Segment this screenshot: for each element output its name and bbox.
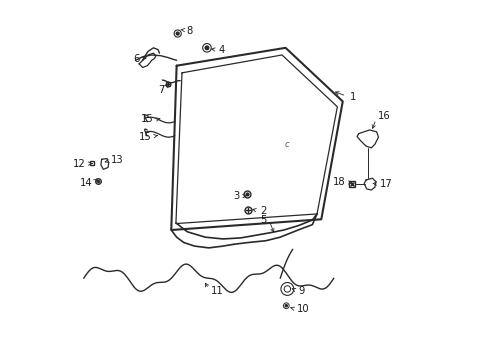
Circle shape [205,46,208,50]
Text: 14: 14 [80,178,92,188]
Circle shape [176,32,179,35]
Text: 11: 11 [211,287,224,296]
Text: 7: 7 [158,85,164,95]
Text: 18: 18 [333,177,345,187]
Text: c: c [285,140,289,149]
Text: 5: 5 [260,215,266,225]
Text: 1: 1 [349,92,356,102]
Text: 17: 17 [379,179,391,189]
Text: 9: 9 [298,286,304,296]
Text: 15: 15 [138,132,151,142]
Text: 10: 10 [296,304,308,314]
Text: 13: 13 [111,156,123,165]
Text: 4: 4 [218,45,224,55]
Text: 8: 8 [186,26,192,36]
Text: 16: 16 [377,111,390,121]
Text: 2: 2 [259,206,265,216]
Text: 12: 12 [73,158,86,168]
Text: 15: 15 [141,114,153,124]
Text: 3: 3 [233,191,239,201]
Circle shape [285,305,287,307]
Text: 6: 6 [133,54,139,64]
